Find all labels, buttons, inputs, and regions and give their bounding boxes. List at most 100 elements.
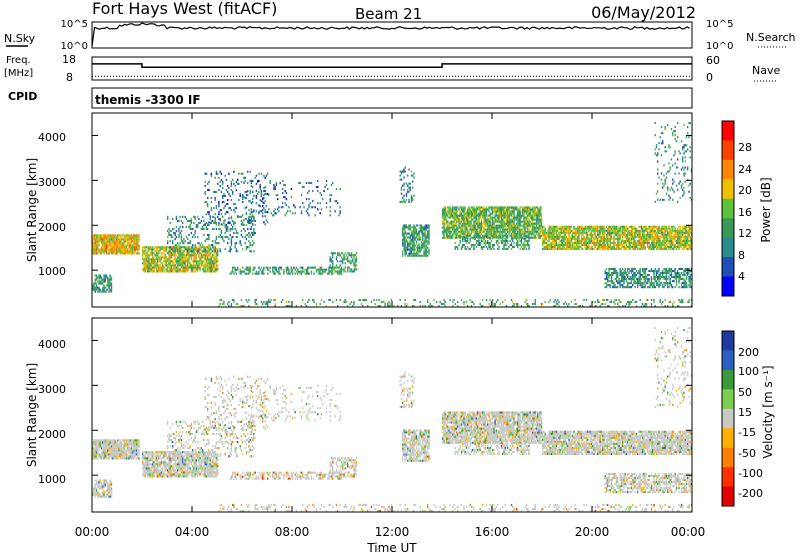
- power-cell: [241, 244, 242, 246]
- power-cell: [680, 240, 681, 242]
- power-cell: [555, 232, 556, 234]
- power-cell: [150, 264, 151, 266]
- power-cell: [251, 217, 252, 219]
- power-cell: [405, 166, 406, 168]
- power-cell: [288, 273, 289, 275]
- power-cell: [540, 215, 541, 217]
- power-cell: [196, 224, 197, 226]
- power-cell: [215, 260, 216, 262]
- power-cell: [610, 236, 611, 238]
- power-cell: [191, 252, 192, 254]
- power-cell: [106, 289, 107, 291]
- power-cell: [216, 242, 217, 244]
- power-cell: [250, 244, 251, 246]
- power-cell: [490, 206, 491, 208]
- power-cell: [635, 244, 636, 246]
- power-cell: [590, 232, 591, 234]
- power-cell: [555, 248, 556, 250]
- power-cell: [121, 250, 122, 252]
- power-cell: [227, 236, 228, 238]
- power-cell: [546, 236, 547, 238]
- power-cell: [622, 238, 623, 240]
- power-cell: [677, 242, 678, 244]
- power-cell: [122, 242, 123, 244]
- power-cell: [201, 242, 202, 244]
- power-cell: [532, 213, 533, 215]
- power-cell: [348, 260, 349, 262]
- power-cell: [472, 244, 473, 246]
- power-cell: [111, 244, 112, 246]
- power-cell: [211, 248, 212, 250]
- power-cell: [187, 264, 188, 266]
- power-cell: [195, 268, 196, 270]
- power-cell: [123, 236, 124, 238]
- power-cell: [503, 231, 504, 233]
- power-cell: [162, 262, 163, 264]
- power-cell: [145, 248, 146, 250]
- power-cell: [520, 217, 521, 219]
- power-cell: [98, 287, 99, 289]
- power-cell: [527, 227, 528, 229]
- power-cell: [125, 234, 126, 236]
- power-cell: [427, 235, 428, 237]
- power-cell: [145, 266, 146, 268]
- power-cell: [153, 252, 154, 254]
- power-cell: [642, 238, 643, 240]
- power-cell: [650, 226, 651, 228]
- power-cell: [473, 223, 474, 225]
- power-cell: [526, 248, 527, 250]
- power-cell: [536, 227, 537, 229]
- power-cell: [683, 246, 684, 248]
- power-cell: [178, 248, 179, 250]
- power-cell: [455, 229, 456, 231]
- power-cell: [421, 241, 422, 243]
- power-cell: [627, 234, 628, 236]
- power-cell: [540, 235, 541, 237]
- power-cell: [403, 195, 404, 197]
- power-cell: [423, 226, 424, 228]
- power-cell: [548, 238, 549, 240]
- power-cell: [218, 222, 219, 224]
- power-cell: [520, 213, 521, 215]
- power-cell: [592, 246, 593, 248]
- power-cell: [535, 210, 536, 212]
- power-cell: [526, 217, 527, 219]
- power-cell: [612, 246, 613, 248]
- power-cell: [590, 236, 591, 238]
- power-cell: [158, 252, 159, 254]
- power-cell: [517, 237, 518, 239]
- power-cell: [108, 248, 109, 250]
- power-cell: [266, 205, 267, 207]
- power-cell: [540, 229, 541, 231]
- power-cell: [136, 234, 137, 236]
- power-cell: [428, 235, 429, 237]
- power-cell: [116, 250, 117, 252]
- power-cell: [201, 266, 202, 268]
- power-cell: [252, 191, 253, 193]
- power-cell: [613, 248, 614, 250]
- power-cell: [655, 242, 656, 244]
- power-cell: [102, 250, 103, 252]
- power-cell: [306, 182, 307, 184]
- power-cell: [668, 246, 669, 248]
- power-cell: [146, 260, 147, 262]
- power-cell: [517, 223, 518, 225]
- power-cell: [555, 236, 556, 238]
- power-cell: [237, 250, 238, 252]
- power-cell: [331, 273, 332, 275]
- power-cell: [248, 269, 249, 271]
- power-cell: [520, 219, 521, 221]
- power-cell: [197, 268, 198, 270]
- power-cell: [472, 210, 473, 212]
- power-cell: [606, 272, 607, 274]
- power-cell: [556, 236, 557, 238]
- power-cell: [157, 264, 158, 266]
- power-cell: [181, 240, 182, 242]
- power-cell: [153, 260, 154, 262]
- power-cell: [618, 238, 619, 240]
- power-cell: [636, 244, 637, 246]
- power-cell: [501, 219, 502, 221]
- power-cell: [505, 231, 506, 233]
- power-cell: [216, 264, 217, 266]
- power-cell: [585, 246, 586, 248]
